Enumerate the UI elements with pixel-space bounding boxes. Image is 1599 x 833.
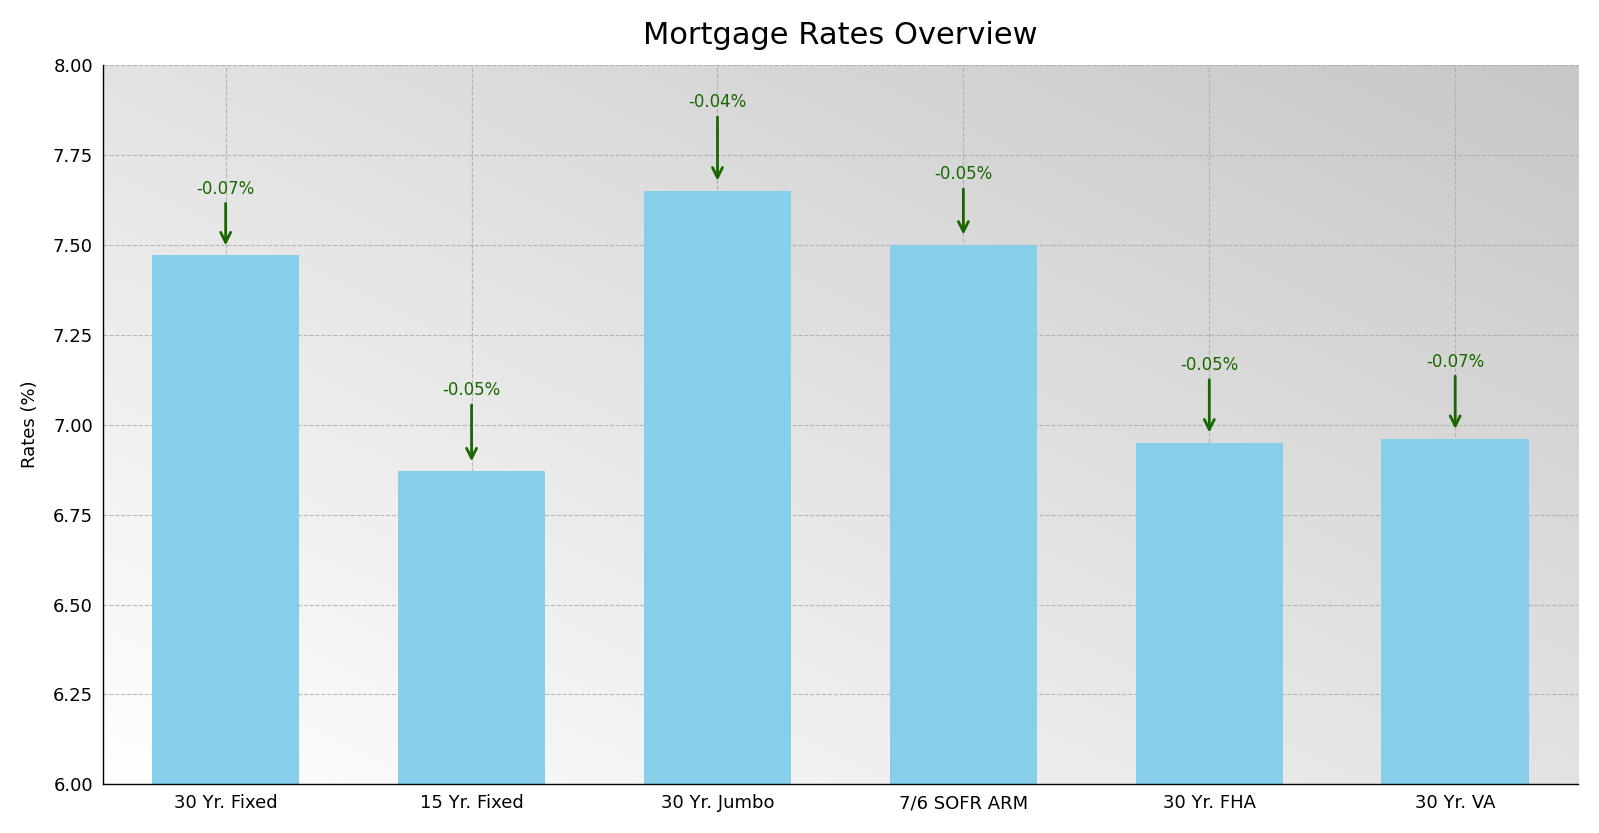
Text: -0.07%: -0.07%: [1426, 352, 1484, 426]
Bar: [398, 471, 545, 785]
Title: Mortgage Rates Overview: Mortgage Rates Overview: [643, 21, 1038, 50]
Bar: [1382, 439, 1529, 785]
Text: -0.05%: -0.05%: [934, 166, 993, 232]
Bar: [889, 245, 1038, 785]
Text: -0.05%: -0.05%: [1180, 357, 1238, 430]
Text: -0.07%: -0.07%: [197, 180, 254, 242]
Text: -0.04%: -0.04%: [688, 93, 747, 177]
Bar: [152, 256, 299, 785]
Bar: [1135, 442, 1282, 785]
Bar: [644, 191, 792, 785]
Text: -0.05%: -0.05%: [443, 382, 500, 458]
Y-axis label: Rates (%): Rates (%): [21, 381, 38, 468]
